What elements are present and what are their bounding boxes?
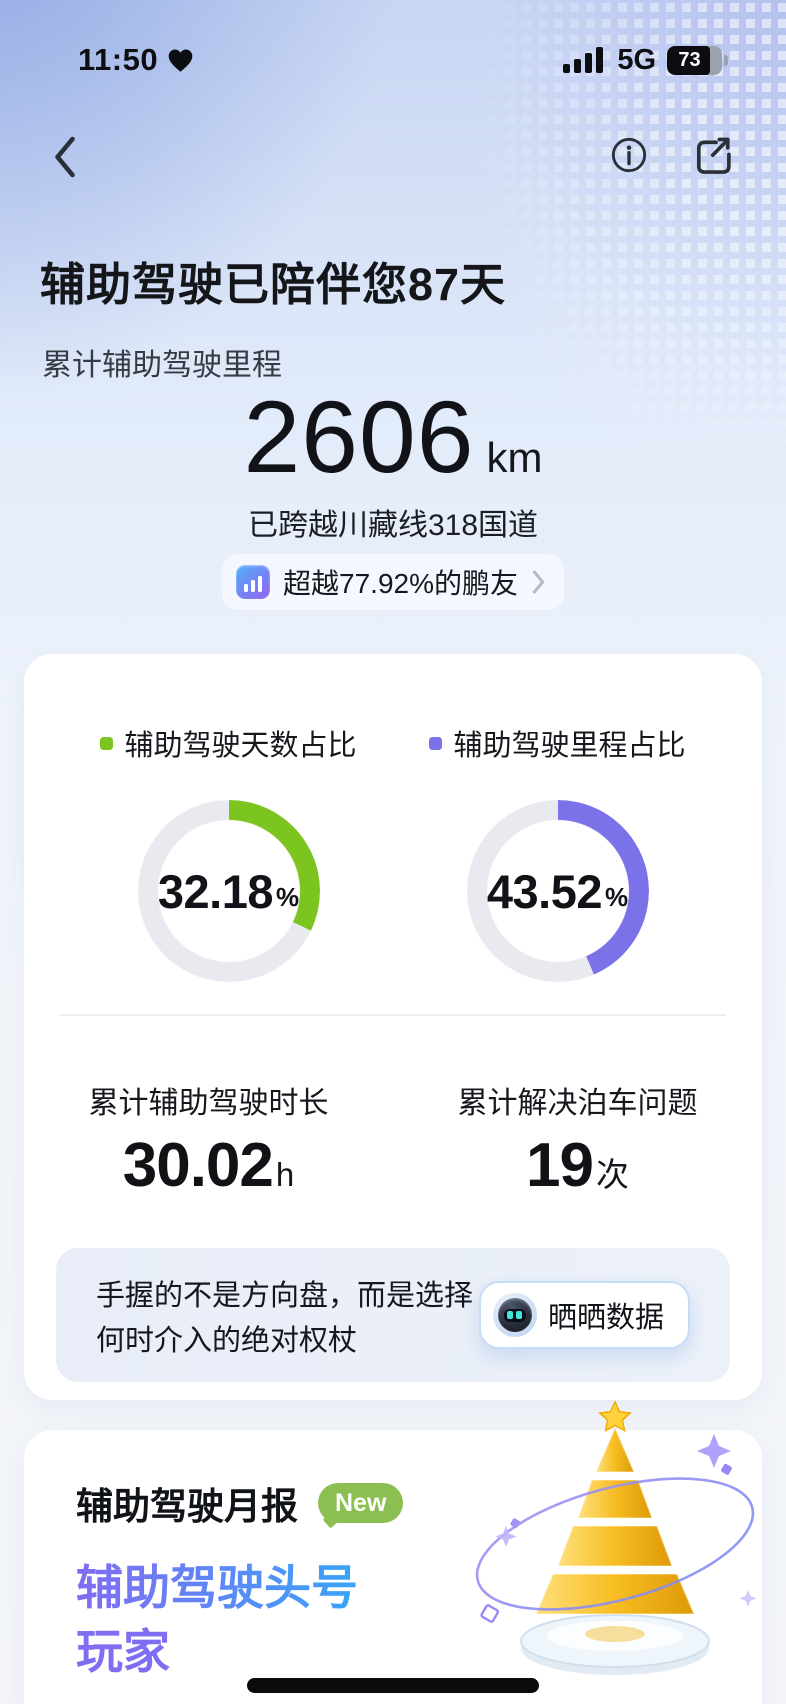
cellular-signal-icon [562,46,606,75]
chevron-left-icon [50,134,80,180]
battery-percent: 73 [678,48,701,71]
rank-badge[interactable]: 超越77.92%的鹏友 [222,554,564,610]
share-icon [690,132,734,178]
new-badge: New [318,1483,404,1523]
legend-mileage: 辅助驾驶里程占比 [429,722,686,764]
total-mileage: 2606 km [0,386,786,488]
clock: 11:50 [78,42,159,77]
info-circle-icon [609,135,649,175]
nav-bar [0,128,786,184]
mileage-unit: km [486,434,543,481]
stats-card: 辅助驾驶天数占比 32.18 % 辅助驾驶里程占比 [24,654,762,1400]
legend-days: 辅助驾驶天数占比 [100,722,357,764]
share-data-button[interactable]: 晒晒数据 [478,1281,690,1349]
info-button[interactable] [609,135,649,175]
bar-chart-icon [236,565,271,599]
battery-icon: 73 [667,45,728,75]
network-type-label: 5G [617,43,656,76]
donut-chart-days: 32.18 % [137,800,320,982]
heart-icon [167,48,194,73]
chevron-right-icon [531,569,546,595]
duration-value: 30.02 [122,1131,274,1200]
page-title: 辅助驾驶已陪伴您87天 [40,259,507,310]
legend-dot-green [100,736,114,750]
donut-days-value: 32.18 [157,864,274,918]
status-bar: 11:50 5G 73 [0,40,786,80]
report-headline: 辅助驾驶头号 玩家 [76,1556,358,1684]
parking-value: 19 [526,1131,594,1200]
gold-pyramid-trophy [462,1376,768,1696]
legend-dot-purple [429,736,443,750]
mileage-caption: 已跨越川藏线318国道 [247,509,539,542]
metric-duration: 累计辅助驾驶时长 30.02 h [88,1087,329,1200]
share-button[interactable] [690,132,734,178]
metric-parking: 累计解决泊车问题 19 次 [457,1087,698,1200]
report-card-title: 辅助驾驶月报 [76,1486,298,1527]
page-subtitle: 累计辅助驾驶里程 [42,349,282,382]
home-indicator[interactable] [247,1678,539,1693]
donut-mileage-value: 43.52 [486,864,603,918]
donut-chart-mileage: 43.52 % [466,800,649,982]
card-divider [60,1014,726,1016]
mileage-value: 2606 [243,380,475,494]
robot-icon [492,1293,537,1337]
donut-mileage-column: 辅助驾驶里程占比 43.52 % [393,654,722,982]
quote-text: 手握的不是方向盘，而是选择 何时介入的绝对权杖 [96,1280,474,1357]
quote-box: 手握的不是方向盘，而是选择 何时介入的绝对权杖 晒晒数据 [56,1248,730,1382]
back-button[interactable] [50,134,84,180]
donut-days-column: 辅助驾驶天数占比 32.18 % [64,654,393,982]
rank-badge-label: 超越77.92%的鹏友 [283,568,518,599]
report-card[interactable]: 辅助驾驶月报 New 辅助驾驶头号 玩家 [24,1430,762,1704]
